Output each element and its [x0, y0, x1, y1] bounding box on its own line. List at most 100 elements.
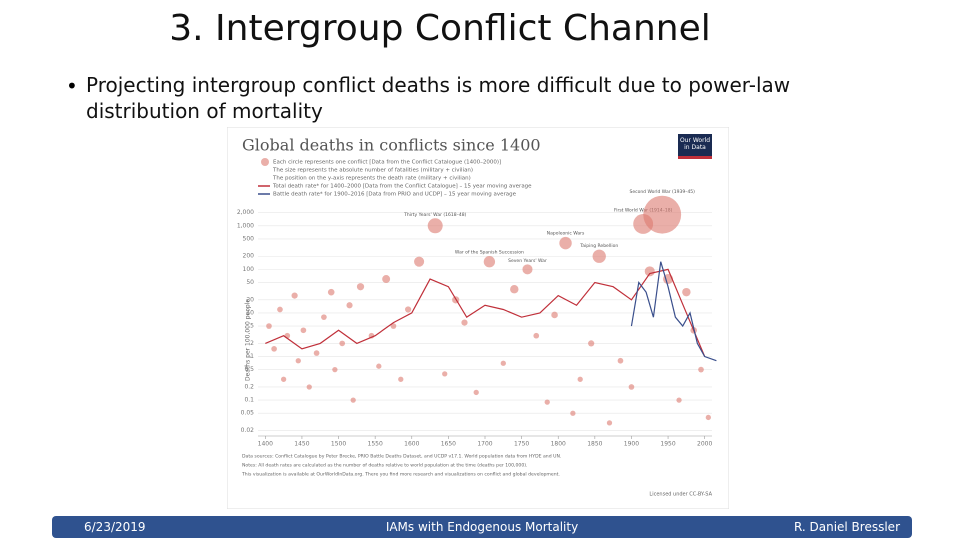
conflict-point	[306, 384, 312, 390]
conflict-point	[676, 397, 682, 403]
conflict-point	[483, 256, 496, 268]
y-tick-label: 500	[243, 235, 255, 242]
bullet-dot: •	[66, 74, 78, 98]
legend-lines: Total death rate* for 1400–2000 [Data fr…	[258, 184, 532, 198]
conflict-point	[390, 323, 397, 329]
legend-circle	[261, 158, 269, 166]
conflict-point	[280, 376, 287, 382]
legend-text: The size represents the absolute number …	[272, 168, 473, 174]
point-label: Second World War (1939–45)	[629, 189, 695, 195]
conflict-point	[350, 397, 356, 403]
footer-bar	[52, 516, 912, 538]
y-tick-label: 1	[250, 353, 254, 360]
logo-text-box: Our World in Data	[679, 137, 711, 151]
x-tick-label: 1500	[331, 441, 346, 448]
conflict-point	[544, 399, 550, 405]
conflict-point	[644, 266, 655, 277]
x-tick-label: 1750	[514, 441, 529, 448]
x-tick-label: 1400	[258, 441, 273, 448]
chart-frame	[227, 127, 729, 509]
y-tick-label: 100	[243, 266, 255, 273]
x-tick-label: 1850	[587, 441, 602, 448]
x-tick-label: 2000	[697, 441, 712, 448]
conflict-point	[427, 218, 443, 234]
source-text: Notes: All death rates are calculated as…	[242, 463, 528, 469]
conflict-point	[510, 285, 519, 294]
rate-line	[630, 261, 717, 362]
y-tick-label: 1,000	[237, 222, 254, 229]
y-axis-label: Deaths per 100,000 people	[245, 299, 252, 381]
conflict-point	[346, 302, 353, 309]
sources: Data sources: Conflict Catalogue by Pete…	[241, 454, 561, 478]
conflict-point	[356, 283, 365, 291]
x-tick-label: 1650	[441, 441, 456, 448]
legend-text: The position on the y-axis represents th…	[272, 176, 471, 182]
x-tick-label: 1600	[404, 441, 419, 448]
plot: 0.02 0.05 0.1 0.2 0.5 1 2 5 10 20 50 100 200 500 1,000…	[237, 189, 717, 448]
y-tick-label: 2,000	[237, 209, 254, 216]
conflict-point	[405, 306, 412, 313]
conflict-point	[300, 327, 307, 334]
conflict-point	[551, 311, 558, 319]
conflict-point	[588, 340, 595, 347]
conflict-point	[339, 340, 346, 347]
x-tick-label: 1550	[368, 441, 383, 448]
conflict-point	[473, 389, 479, 396]
conflict-point	[577, 376, 583, 382]
point-label: Napoleonic Wars	[547, 230, 585, 236]
bullet-text: Projecting intergroup conflict deaths is…	[86, 73, 791, 123]
slide-title: 3. Intergroup Conflict Channel	[169, 8, 711, 49]
conflict-point	[414, 256, 425, 267]
x-tick-label: 1700	[477, 441, 492, 448]
conflict-point	[628, 384, 635, 390]
x-tick-label: 1450	[294, 441, 309, 448]
conflict-point	[559, 236, 572, 250]
conflict-point	[313, 350, 320, 356]
footer-center: IAMs with Endogenous Mortality	[385, 520, 579, 534]
logo-text: Our World in Data	[679, 137, 711, 151]
point-label: First World War (1914–18)	[614, 208, 673, 214]
conflict-point	[442, 371, 448, 377]
logo	[678, 134, 712, 158]
conflict-point	[332, 366, 338, 373]
legend-text: Battle death rate* for 1900–2016 [Data f…	[273, 192, 517, 198]
conflict-point	[617, 357, 624, 364]
conflict-point	[592, 249, 606, 263]
point-label: Taiping Rebellion	[579, 243, 618, 249]
footer-author: R. Daniel Bressler	[793, 520, 900, 534]
x-tick-label: 1800	[551, 441, 566, 448]
conflict-point	[522, 264, 533, 275]
source-text: Data sources: Conflict Catalogue by Pete…	[242, 454, 561, 460]
y-tick-label: 50	[246, 279, 254, 286]
conflict-point	[271, 346, 277, 352]
conflict-point	[382, 275, 391, 284]
conflict-point	[376, 363, 382, 369]
chart-title: Global deaths in conflicts since 1400	[242, 136, 541, 155]
conflict-point	[705, 414, 711, 421]
chart: Global deaths in conflicts since 1400 Ou…	[227, 127, 729, 509]
logo-stripe	[678, 156, 712, 159]
y-tick-label: 10	[246, 309, 254, 316]
y-tick-label: 5	[250, 323, 254, 330]
conflict-point	[533, 332, 540, 339]
conflict-point	[321, 314, 327, 320]
conflict-point	[291, 292, 298, 299]
y-tick-label: 0.2	[244, 383, 254, 390]
legend-text: Each circle represents one conflict [Dat…	[273, 160, 501, 166]
x-tick-label: 1950	[660, 441, 675, 448]
y-tick-label: 2	[250, 340, 254, 347]
conflict-point	[643, 195, 682, 234]
conflict-point	[606, 420, 613, 426]
legend-text: Total death rate* for 1400–2000 [Data fr…	[272, 184, 532, 190]
rate-line	[265, 268, 706, 357]
conflict-point	[570, 410, 576, 416]
y-tick-label: 0.5	[244, 366, 254, 373]
license: Licensed under CC-BY-SA	[649, 492, 712, 498]
y-tick-label: 0.1	[244, 397, 254, 404]
point-label: Thirty Years' War (1618–48)	[403, 212, 466, 218]
footer-date: 6/23/2019	[84, 520, 146, 534]
point-label: Seven Years' War	[508, 258, 547, 264]
y-tick-label: 200	[243, 253, 255, 260]
conflict-point	[500, 360, 506, 366]
